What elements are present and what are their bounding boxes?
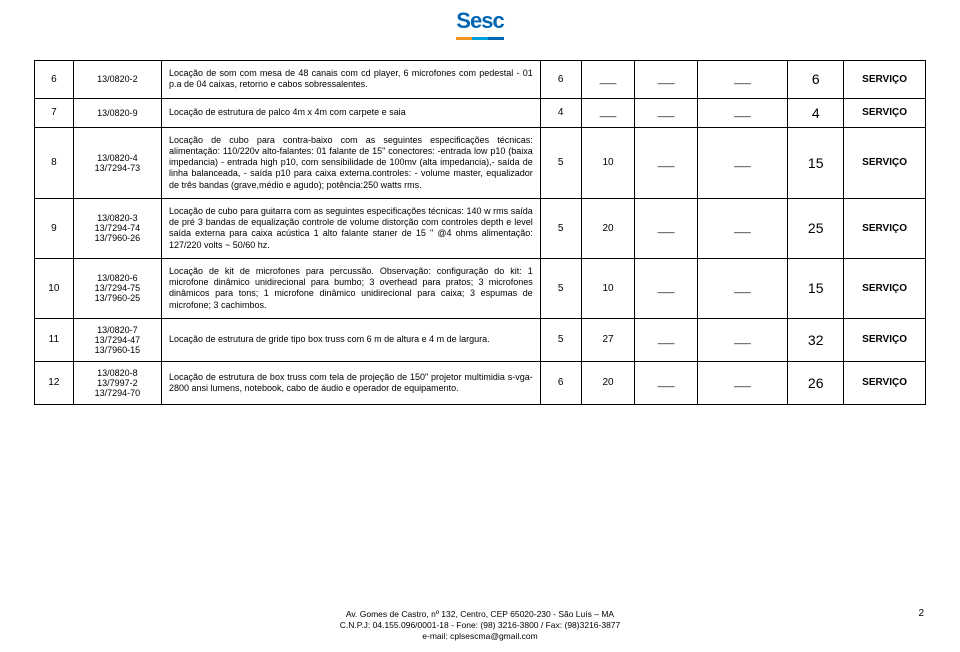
row-col-d: ___ xyxy=(697,61,787,99)
row-col-b: ___ xyxy=(581,98,635,127)
row-col-b: 20 xyxy=(581,198,635,258)
row-total: 6 xyxy=(788,61,844,99)
row-total: 26 xyxy=(788,361,844,404)
row-codes: 13/0820-2 xyxy=(73,61,161,99)
row-description: Locação de kit de microfones para percus… xyxy=(161,258,540,318)
row-description: Locação de estrutura de gride tipo box t… xyxy=(161,318,540,361)
row-col-b: 10 xyxy=(581,258,635,318)
row-total: 25 xyxy=(788,198,844,258)
table-row: 1113/0820-7 13/7294-47 13/7960-15Locação… xyxy=(35,318,926,361)
logo-underline xyxy=(456,32,504,35)
row-service: SERVIÇO xyxy=(844,98,926,127)
row-col-a: 4 xyxy=(540,98,581,127)
row-col-b: 27 xyxy=(581,318,635,361)
row-col-c: ___ xyxy=(635,318,697,361)
table-row: 913/0820-3 13/7294-74 13/7960-26Locação … xyxy=(35,198,926,258)
table-row: 1013/0820-6 13/7294-75 13/7960-25Locação… xyxy=(35,258,926,318)
row-col-c: ___ xyxy=(635,198,697,258)
row-col-c: ___ xyxy=(635,258,697,318)
row-col-d: ___ xyxy=(697,127,787,198)
row-number: 10 xyxy=(35,258,74,318)
row-total: 4 xyxy=(788,98,844,127)
row-col-a: 6 xyxy=(540,361,581,404)
table-row: 813/0820-4 13/7294-73Locação de cubo par… xyxy=(35,127,926,198)
row-number: 9 xyxy=(35,198,74,258)
row-codes: 13/0820-4 13/7294-73 xyxy=(73,127,161,198)
footer-line-3: e-mail: cplsescma@gmail.com xyxy=(0,631,960,642)
row-col-d: ___ xyxy=(697,98,787,127)
row-service: SERVIÇO xyxy=(844,318,926,361)
row-number: 11 xyxy=(35,318,74,361)
row-service: SERVIÇO xyxy=(844,361,926,404)
row-description: Locação de cubo para contra-baixo com as… xyxy=(161,127,540,198)
row-description: Locação de cubo para guitarra com as seg… xyxy=(161,198,540,258)
row-col-a: 5 xyxy=(540,198,581,258)
footer-line-2: C.N.P.J: 04.155.096/0001-18 - Fone: (98)… xyxy=(0,620,960,631)
row-codes: 13/0820-8 13/7997-2 13/7294-70 xyxy=(73,361,161,404)
row-total: 32 xyxy=(788,318,844,361)
row-description: Locação de estrutura de box truss com te… xyxy=(161,361,540,404)
row-col-d: ___ xyxy=(697,258,787,318)
table-row: 613/0820-2Locação de som com mesa de 48 … xyxy=(35,61,926,99)
row-col-a: 6 xyxy=(540,61,581,99)
main-table: 613/0820-2Locação de som com mesa de 48 … xyxy=(34,60,926,405)
row-codes: 13/0820-3 13/7294-74 13/7960-26 xyxy=(73,198,161,258)
row-description: Locação de som com mesa de 48 canais com… xyxy=(161,61,540,99)
row-codes: 13/0820-6 13/7294-75 13/7960-25 xyxy=(73,258,161,318)
row-col-d: ___ xyxy=(697,198,787,258)
row-number: 7 xyxy=(35,98,74,127)
row-service: SERVIÇO xyxy=(844,127,926,198)
table-row: 1213/0820-8 13/7997-2 13/7294-70Locação … xyxy=(35,361,926,404)
row-col-c: ___ xyxy=(635,361,697,404)
row-col-c: ___ xyxy=(635,127,697,198)
row-col-d: ___ xyxy=(697,361,787,404)
footer-line-1: Av. Gomes de Castro, nº 132, Centro, CEP… xyxy=(0,609,960,620)
row-total: 15 xyxy=(788,258,844,318)
row-number: 8 xyxy=(35,127,74,198)
row-col-c: ___ xyxy=(635,61,697,99)
row-col-a: 5 xyxy=(540,318,581,361)
logo-text: Sesc xyxy=(456,8,504,34)
row-service: SERVIÇO xyxy=(844,258,926,318)
row-col-a: 5 xyxy=(540,127,581,198)
row-number: 6 xyxy=(35,61,74,99)
row-total: 15 xyxy=(788,127,844,198)
logo: Sesc xyxy=(456,8,504,35)
row-col-d: ___ xyxy=(697,318,787,361)
row-col-b: ___ xyxy=(581,61,635,99)
row-description: Locação de estrutura de palco 4m x 4m co… xyxy=(161,98,540,127)
row-codes: 13/0820-7 13/7294-47 13/7960-15 xyxy=(73,318,161,361)
row-col-a: 5 xyxy=(540,258,581,318)
footer: Av. Gomes de Castro, nº 132, Centro, CEP… xyxy=(0,609,960,642)
row-col-b: 10 xyxy=(581,127,635,198)
row-service: SERVIÇO xyxy=(844,61,926,99)
row-service: SERVIÇO xyxy=(844,198,926,258)
row-col-c: ___ xyxy=(635,98,697,127)
row-number: 12 xyxy=(35,361,74,404)
row-col-b: 20 xyxy=(581,361,635,404)
row-codes: 13/0820-9 xyxy=(73,98,161,127)
table-row: 713/0820-9Locação de estrutura de palco … xyxy=(35,98,926,127)
